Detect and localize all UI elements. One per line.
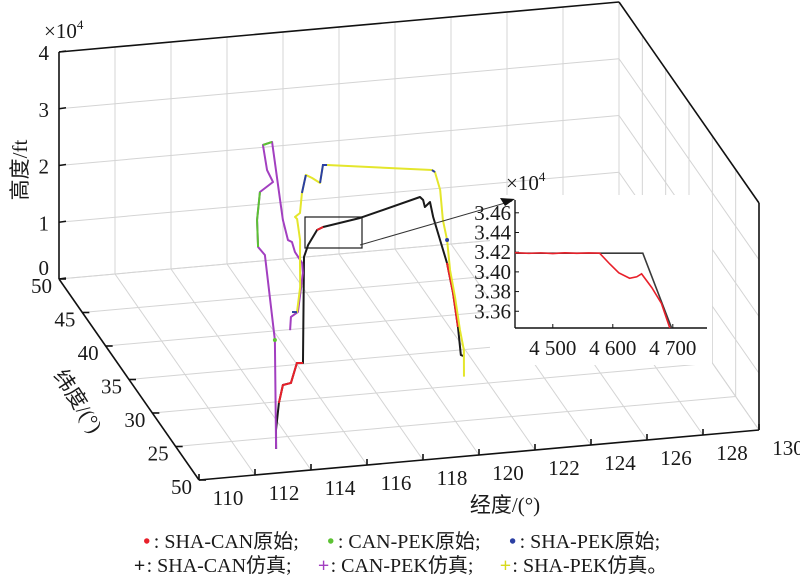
plus-marker-icon: + — [499, 555, 512, 577]
inset-x-tick-label: 4 600 — [589, 336, 636, 360]
inset-series-line — [514, 251, 671, 329]
plus-marker-icon: + — [317, 555, 330, 577]
trajectory-original-segment — [300, 174, 307, 194]
trajectory-original-segment — [319, 163, 328, 184]
inset-exponent-label: ×104 — [506, 169, 546, 195]
legend-item: +: CAN-PEK仿真; — [317, 555, 474, 577]
dot-marker-icon: • — [509, 531, 517, 553]
zoom-region-box — [304, 216, 363, 249]
plus-marker-icon: + — [133, 555, 146, 577]
z-axis-title: 高度/ft — [8, 140, 32, 201]
z-tick-label: 0 — [39, 256, 50, 280]
trajectory-original-segment — [316, 226, 324, 231]
x-tick-label: 112 — [269, 481, 300, 505]
z-tick-mark — [58, 163, 67, 167]
connector-line — [359, 200, 513, 246]
back-wall-gridline — [58, 58, 620, 110]
y-tick-label: 35 — [101, 375, 122, 399]
x-tick-label: 124 — [604, 451, 636, 475]
legend-row-original: •: SHA-CAN原始; •: CAN-PEK原始; •: SHA-PEK原始… — [0, 530, 800, 554]
inset-background — [490, 195, 712, 365]
y-tick-label: 50 — [171, 475, 192, 499]
z-axis-labels: ×104 高度/ft 纬度/(°) 经度/(°) — [8, 17, 540, 517]
z-tick-mark — [58, 277, 67, 280]
box-edge — [58, 1, 620, 53]
back-wall-gridline — [58, 171, 620, 223]
y-tick-label: 45 — [54, 308, 75, 332]
x-tick-label: 130 — [772, 436, 800, 460]
x-tick-label: 126 — [660, 446, 692, 470]
inset-x-tick-label: 4 700 — [649, 336, 696, 360]
z-tick-label: 1 — [39, 211, 50, 235]
floor-gridline — [152, 362, 713, 414]
y-tick-label: 30 — [124, 408, 145, 432]
trajectory-original-segment — [277, 361, 303, 404]
trajectory-original-segment — [262, 141, 273, 146]
x-tick-label: 120 — [492, 461, 524, 485]
trajectory-original-segment — [431, 169, 436, 173]
side-wall-gridline — [618, 58, 760, 261]
z-tick-mark — [58, 106, 67, 110]
legend-item: •: SHA-PEK原始; — [506, 530, 660, 554]
chart-3d-trajectory: 110 112 114 116 118 120 122 124 126 128 1305045403… — [8, 1, 800, 517]
trajectory-original-point — [272, 337, 277, 342]
legend-item: +: SHA-PEK仿真。 — [499, 555, 668, 577]
dot-marker-icon: • — [143, 531, 151, 553]
floor-gridline — [175, 396, 736, 447]
trajectory-original-segment — [446, 262, 459, 328]
legend-item: •: CAN-PEK原始; — [324, 530, 480, 554]
legend-item: +: SHA-CAN仿真; — [133, 555, 292, 577]
z-exponent-label: ×104 — [44, 17, 84, 43]
z-tick-label: 4 — [39, 41, 50, 65]
x-tick-label: 114 — [325, 476, 356, 500]
y-axis-title: 纬度/(°) — [49, 365, 107, 437]
trajectory-original-segment — [256, 191, 261, 248]
inset-y-tick-label: 3.44 — [474, 220, 511, 244]
inset-y-tick-label: 3.40 — [474, 260, 511, 284]
y-tick-label: 50 — [31, 274, 52, 298]
z-tick-label: 2 — [39, 155, 50, 179]
x-axis-title: 经度/(°) — [470, 493, 540, 517]
arrowhead-icon — [500, 198, 515, 206]
z-tick-mark — [58, 50, 67, 53]
x-tick-label: 110 — [213, 486, 244, 510]
back-wall-gridline — [58, 115, 620, 166]
trajectories — [256, 140, 465, 449]
x-tick-label: 118 — [437, 466, 468, 490]
box-edge — [618, 1, 760, 204]
legend-item: •: SHA-CAN原始; — [140, 530, 299, 554]
inset-y-tick-label: 3.36 — [474, 299, 511, 323]
legend-row-simulated: +: SHA-CAN仿真; +: CAN-PEK仿真; +: SHA-PEK仿真… — [0, 554, 800, 578]
trajectory-original-point — [445, 237, 450, 242]
y-tick-label: 25 — [148, 442, 169, 466]
z-tick-mark — [58, 220, 67, 224]
trajectory-simulated — [275, 196, 464, 449]
exponent-base: ×10 — [506, 171, 539, 195]
inset-x-tick-label: 4 500 — [529, 336, 576, 360]
inset-y-tick-label: 3.42 — [474, 240, 511, 264]
y-tick-label: 40 — [78, 341, 99, 365]
inset-y-tick-label: 3.46 — [474, 201, 511, 225]
trajectory-simulated — [292, 163, 465, 377]
z-tick-label: 3 — [39, 98, 50, 122]
x-tick-label: 116 — [381, 471, 412, 495]
x-tick-label: 122 — [548, 456, 580, 480]
exponent-power: 4 — [539, 169, 546, 184]
inset-y-tick-label: 3.38 — [474, 280, 511, 304]
axis-ticks: 110 112 114 116 118 120 122 124 126 128 1305045403… — [31, 41, 800, 510]
dot-marker-icon: • — [327, 531, 335, 553]
inset-chart: 3.363.383.403.423.443.46 4 500 4 600 4 700 ×… — [359, 169, 712, 365]
x-tick-label: 128 — [716, 441, 748, 465]
